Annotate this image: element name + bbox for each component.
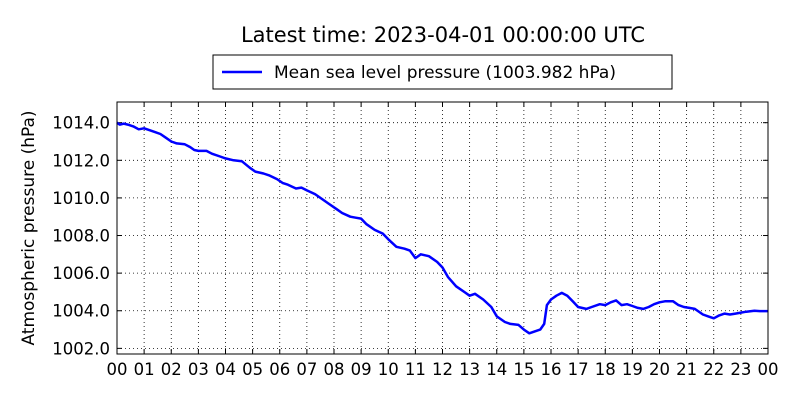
plot-frame <box>116 101 769 355</box>
x-tick-label: 14 <box>486 360 507 379</box>
x-tick-label: 18 <box>595 360 616 379</box>
x-tick-label: 21 <box>676 360 697 379</box>
x-tick-label: 08 <box>324 360 345 379</box>
x-tick-label: 01 <box>134 360 155 379</box>
x-tick-label: 19 <box>622 360 643 379</box>
y-tick-labels: 1002.0 1004.0 1006.0 1008.0 1010.0 1012.0 1014… <box>52 114 110 359</box>
x-tick-label: 20 <box>649 360 670 379</box>
x-tick-label: 17 <box>568 360 589 379</box>
y-tick-label: 1006.0 <box>52 264 110 283</box>
x-tick-label: 00 <box>107 360 128 379</box>
x-tick-label: 02 <box>161 360 182 379</box>
y-tick-label: 1002.0 <box>52 339 110 358</box>
grid <box>117 102 768 354</box>
x-tick-label: 16 <box>541 360 562 379</box>
x-tick-label: 00 <box>758 360 779 379</box>
x-tick-label: 12 <box>432 360 453 379</box>
x-tick-label: 09 <box>351 360 372 379</box>
x-tick-label: 07 <box>296 360 317 379</box>
series-layer <box>116 121 768 335</box>
y-tick-label: 1008.0 <box>52 227 110 246</box>
x-tick-label: 11 <box>405 360 426 379</box>
x-tick-label: 15 <box>513 360 534 379</box>
x-tick-label: 22 <box>703 360 724 379</box>
axis-ticks <box>116 102 769 354</box>
y-tick-label: 1014.0 <box>52 114 110 133</box>
x-tick-labels: 00 01 02 03 04 05 06 07 08 09 10 11 12 13 14 15 16 17 18 19… <box>107 360 779 379</box>
y-tick-label: 1004.0 <box>52 302 110 321</box>
x-tick-label: 23 <box>730 360 751 379</box>
legend: Mean sea level pressure (1003.982 hPa) <box>212 54 673 90</box>
x-tick-label: 06 <box>269 360 290 379</box>
x-tick-label: 04 <box>215 360 236 379</box>
chart-title: Latest time: 2023-04-01 00:00:00 UTC <box>241 23 645 47</box>
y-tick-label: 1012.0 <box>52 151 110 170</box>
legend-box <box>212 54 673 90</box>
legend-label: Mean sea level pressure (1003.982 hPa) <box>274 63 616 83</box>
x-tick-label: 05 <box>242 360 263 379</box>
series-line-mslp <box>116 121 768 335</box>
y-tick-label: 1010.0 <box>52 189 110 208</box>
x-tick-label: 03 <box>188 360 209 379</box>
y-axis-label: Atmospheric pressure (hPa) <box>19 110 39 345</box>
x-tick-label: 10 <box>378 360 399 379</box>
x-tick-label: 13 <box>459 360 480 379</box>
